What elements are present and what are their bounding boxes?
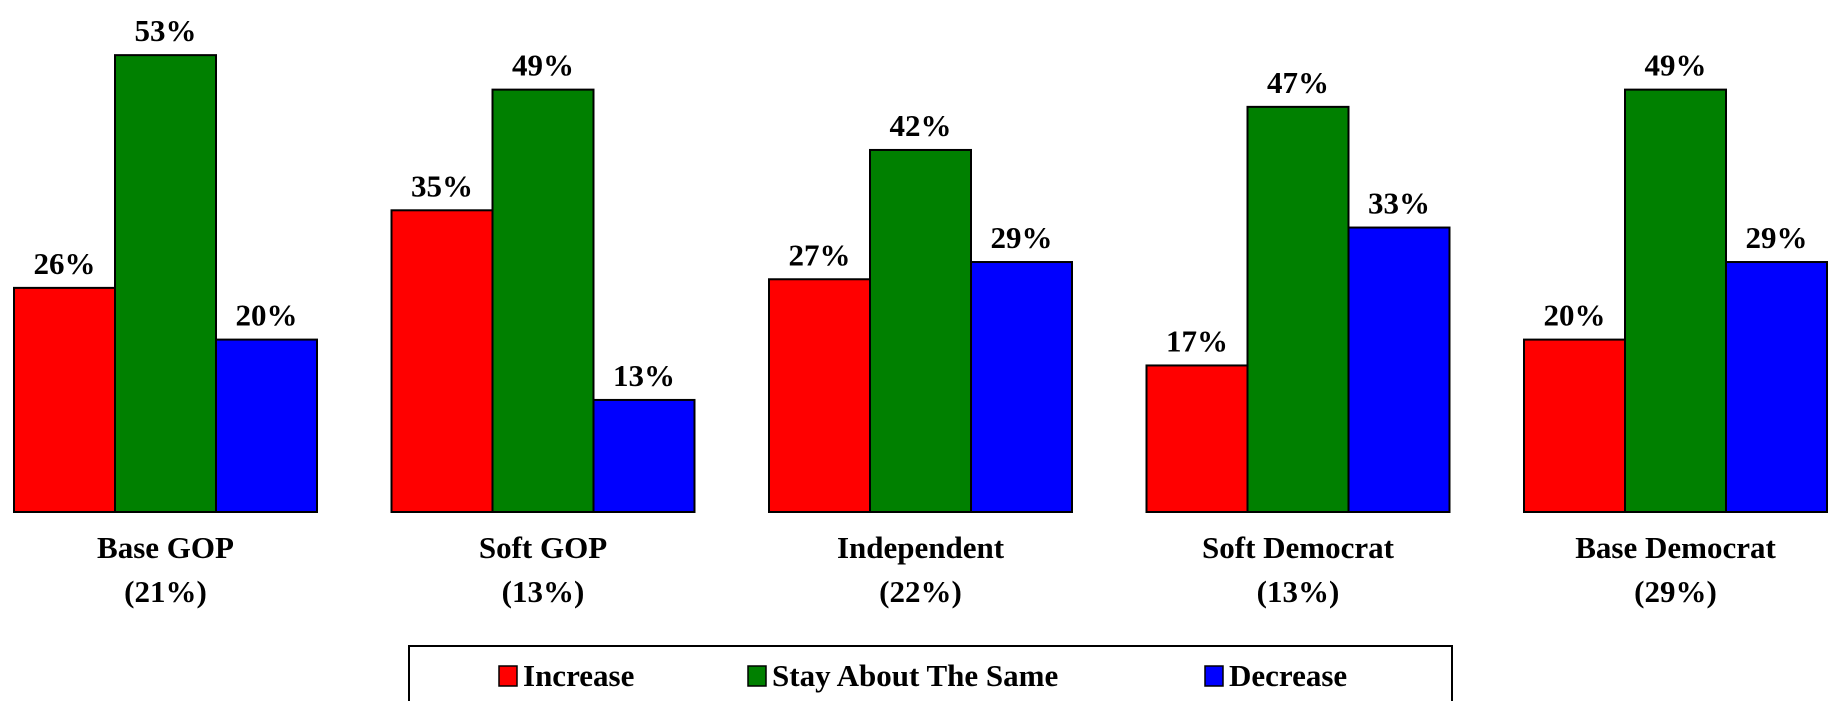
- legend: Increase Stay About The Same Decrease: [408, 645, 1453, 701]
- legend-label-0: Increase: [523, 658, 634, 693]
- category-share-3: (13%): [1257, 574, 1340, 609]
- value-label-2-0: 27%: [789, 237, 851, 272]
- category-label-0: Base GOP: [97, 530, 234, 565]
- value-label-4-1: 49%: [1645, 48, 1707, 83]
- value-label-1-1: 49%: [512, 48, 574, 83]
- bar-1-0: [390, 209, 494, 514]
- value-label-4-2: 29%: [1746, 220, 1808, 255]
- category-label-4: Base Democrat: [1575, 530, 1776, 565]
- bar-3-0: [1145, 364, 1249, 513]
- bar-4-1: [1624, 88, 1727, 514]
- value-label-0-0: 26%: [34, 246, 96, 281]
- legend-swatch-1: [747, 665, 767, 687]
- legend-label-1: Stay About The Same: [772, 658, 1058, 693]
- bar-0-2: [215, 338, 318, 513]
- category-share-2: (22%): [879, 574, 962, 609]
- legend-label-2: Decrease: [1229, 658, 1347, 693]
- bar-2-1: [869, 148, 972, 514]
- bar-3-1: [1246, 105, 1350, 514]
- bars-layer: [13, 54, 1828, 514]
- category-labels-layer: Base GOP (21%) Soft GOP (13%) Independent (22…: [97, 530, 1776, 609]
- legend-items: Increase Stay About The Same Decrease: [498, 658, 1347, 693]
- category-label-1: Soft GOP: [479, 530, 607, 565]
- value-label-3-2: 33%: [1368, 186, 1430, 221]
- bar-0-0: [13, 286, 116, 513]
- bar-3-2: [1347, 226, 1451, 513]
- value-label-1-2: 13%: [613, 358, 675, 393]
- value-labels-layer: 26% 53% 20% 35% 49% 13% 27% 42% 29% 17% 47% 33% 20% 4…: [34, 13, 1808, 393]
- category-label-2: Independent: [837, 530, 1005, 565]
- bar-0-1: [114, 54, 217, 513]
- value-label-3-0: 17%: [1166, 323, 1228, 358]
- value-label-4-0: 20%: [1544, 298, 1606, 333]
- bar-4-2: [1725, 261, 1828, 513]
- legend-swatch-2: [1204, 665, 1224, 687]
- legend-swatch-0: [498, 665, 518, 687]
- category-share-0: (21%): [124, 574, 207, 609]
- value-label-2-1: 42%: [890, 108, 952, 143]
- value-label-3-1: 47%: [1267, 65, 1329, 100]
- value-label-1-0: 35%: [411, 168, 473, 203]
- category-label-3: Soft Democrat: [1202, 530, 1395, 565]
- bar-2-2: [970, 261, 1073, 513]
- bar-1-2: [592, 398, 696, 513]
- bar-2-0: [768, 278, 871, 514]
- category-share-4: (29%): [1634, 574, 1717, 609]
- bar-1-1: [491, 88, 595, 514]
- value-label-2-2: 29%: [991, 220, 1053, 255]
- value-label-0-1: 53%: [135, 13, 197, 48]
- category-share-1: (13%): [502, 574, 585, 609]
- value-label-0-2: 20%: [236, 298, 298, 333]
- legend-box: [408, 645, 1453, 701]
- bar-4-0: [1523, 338, 1626, 513]
